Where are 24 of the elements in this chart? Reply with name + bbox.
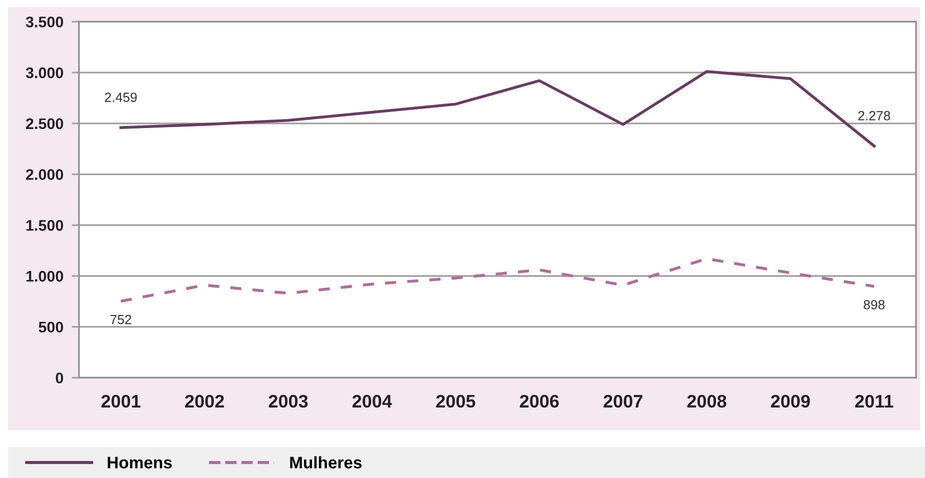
x-tick-label: 2001 <box>101 394 140 408</box>
legend-label: Mulheres <box>290 456 362 468</box>
y-tick-label: 1.000 <box>26 270 64 282</box>
data-label: 752 <box>110 314 132 324</box>
data-label: 2.459 <box>105 92 137 102</box>
x-tick-label: 2011 <box>855 394 894 408</box>
y-tick-label: 2.500 <box>26 118 64 130</box>
legend-label: Homens <box>108 456 172 468</box>
x-tick-label: 2004 <box>352 394 392 408</box>
y-tick-label: 3.500 <box>26 16 64 28</box>
y-tick-label: 500 <box>38 322 64 333</box>
x-tick-label: 2005 <box>436 394 476 408</box>
x-tick-label: 2009 <box>770 394 810 408</box>
y-tick-label: 0 <box>56 372 64 384</box>
data-label: 898 <box>864 300 885 310</box>
y-tick-label: 2.000 <box>26 169 64 180</box>
x-tick-label: 2003 <box>268 394 308 408</box>
y-tick-label: 3.000 <box>26 67 64 78</box>
x-tick-label: 2007 <box>604 394 642 408</box>
y-tick-label: 1.500 <box>26 220 64 231</box>
x-tick-label: 2008 <box>687 394 726 408</box>
x-tick-label: 2002 <box>185 394 224 408</box>
data-label: 2.278 <box>858 111 890 120</box>
x-tick-label: 2006 <box>520 394 559 408</box>
